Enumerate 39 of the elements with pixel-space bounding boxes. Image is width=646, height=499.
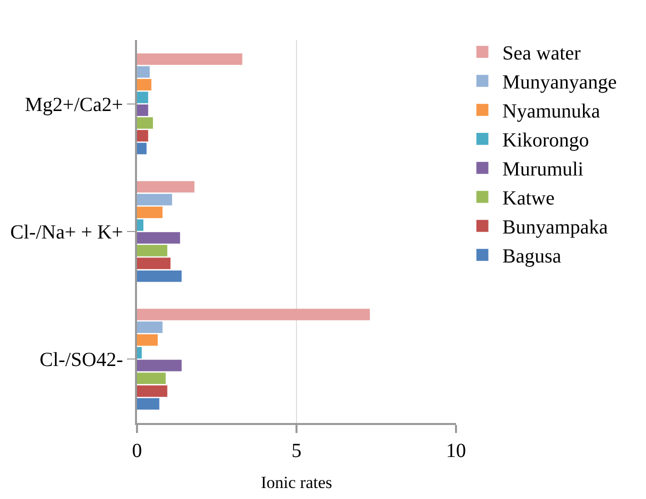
bar — [137, 232, 180, 244]
x-tick-label: 5 — [292, 440, 302, 462]
bar — [137, 206, 163, 218]
y-tick-label: Cl-/SO42- — [40, 349, 123, 372]
x-tick-label: 10 — [446, 440, 466, 462]
legend-label: Kikorongo — [502, 130, 590, 152]
bar — [137, 117, 153, 129]
legend-label: Sea water — [502, 42, 582, 65]
bar — [137, 181, 194, 193]
legend-label: Bunyampaka — [502, 216, 608, 239]
legend-label: Munyanyange — [502, 72, 617, 94]
legend-label: Murumuli — [502, 158, 584, 181]
bar — [137, 308, 370, 320]
y-tick-label: Mg2+/Ca2+ — [24, 94, 123, 116]
bar — [137, 398, 160, 410]
bar — [137, 194, 172, 206]
bar — [137, 258, 170, 270]
bar — [137, 130, 148, 142]
x-tick-label: 0 — [132, 440, 142, 462]
x-axis-title: Ionic rates — [260, 472, 332, 492]
bar — [137, 104, 148, 116]
legend-label: Katwe — [502, 188, 555, 210]
bar — [137, 334, 158, 346]
bar — [137, 385, 168, 397]
bar — [137, 244, 168, 256]
bar — [137, 219, 144, 231]
legend-label: Bagusa — [502, 246, 562, 268]
bar — [137, 347, 142, 359]
bar — [137, 78, 152, 90]
bar — [137, 92, 148, 104]
legend-label: Nyamunuka — [502, 100, 600, 123]
bar — [137, 53, 242, 65]
y-tick-label: Cl-/Na+ + K+ — [10, 222, 123, 244]
bar — [137, 66, 150, 78]
bar — [137, 360, 182, 372]
bar — [137, 270, 182, 282]
bar — [137, 372, 166, 384]
bar — [137, 142, 147, 154]
bar — [137, 322, 163, 333]
